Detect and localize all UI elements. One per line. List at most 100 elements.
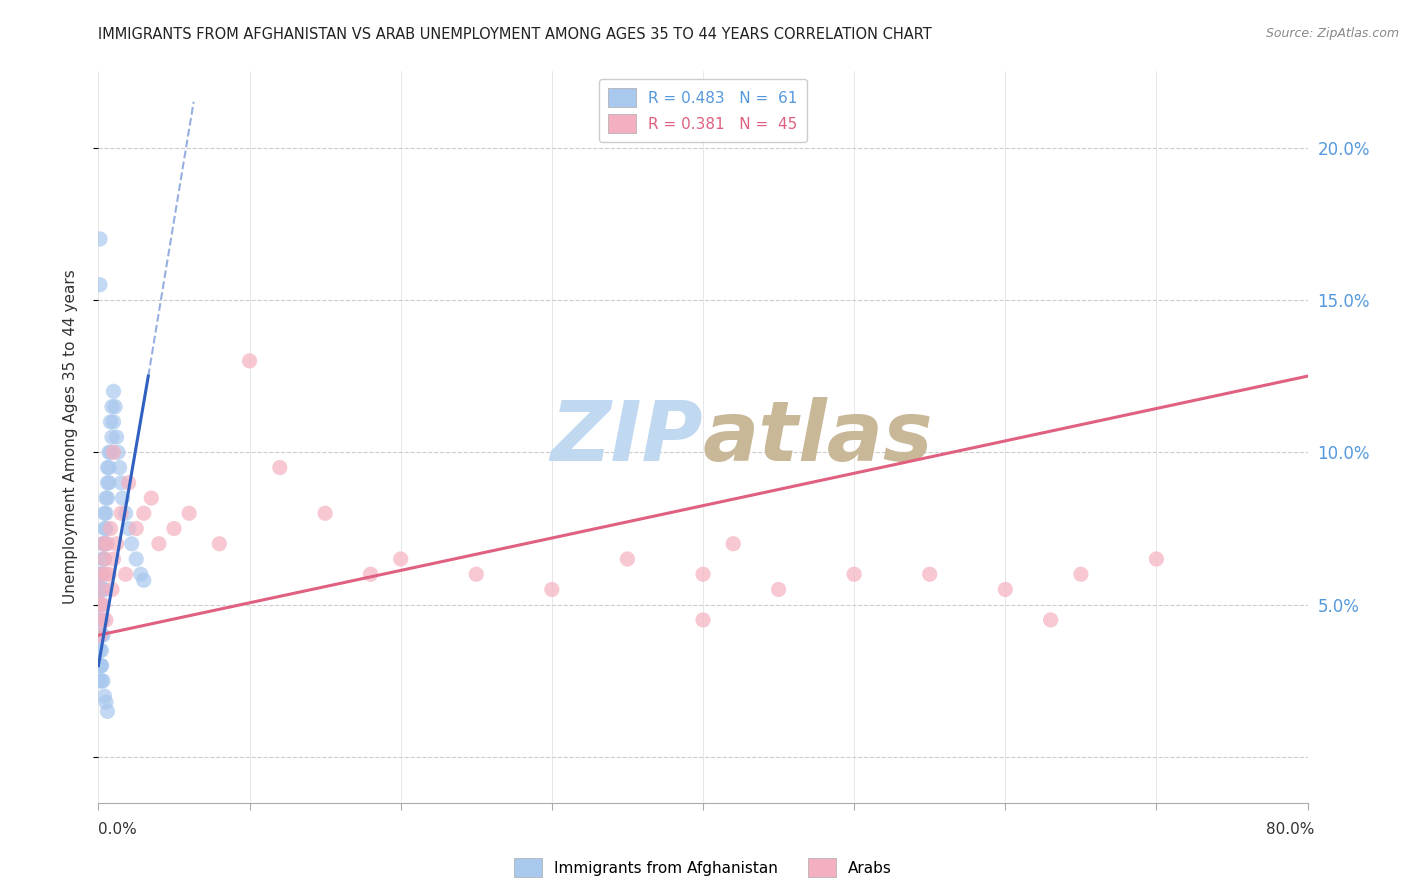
Point [91,552,114,566]
Point [179,506,201,520]
Point [1144,552,1167,566]
Point [90,582,112,597]
Point [98,567,121,582]
Point [1070,567,1092,582]
Y-axis label: Unemployment Among Ages 35 to 44 years: Unemployment Among Ages 35 to 44 years [63,269,77,605]
Point [96,491,118,505]
Point [93,552,115,566]
Point [125,552,148,566]
Point [114,506,136,520]
Legend: Immigrants from Afghanistan, Arabs: Immigrants from Afghanistan, Arabs [508,852,898,883]
Point [239,354,262,368]
Point [96,705,118,719]
Point [768,582,790,597]
Point [96,475,118,490]
Point [94,695,117,709]
Point [1039,613,1062,627]
Point [100,415,122,429]
Point [121,537,143,551]
Point [101,400,124,414]
Text: IMMIGRANTS FROM AFGHANISTAN VS ARAB UNEMPLOYMENT AMONG AGES 35 TO 44 YEARS CORRE: IMMIGRANTS FROM AFGHANISTAN VS ARAB UNEM… [98,27,932,42]
Point [101,582,124,597]
Point [96,460,118,475]
Point [89,567,111,582]
Point [94,537,117,551]
Point [994,582,1017,597]
Point [100,445,122,459]
Point [918,567,941,582]
Point [132,574,155,588]
Point [90,613,112,627]
Point [90,658,112,673]
Point [89,658,111,673]
Point [94,567,117,582]
Point [90,582,112,597]
Point [110,475,132,490]
Point [98,460,121,475]
Point [91,628,114,642]
Point [90,628,112,642]
Point [107,445,129,459]
Point [89,613,111,627]
Point [125,521,148,535]
Point [94,491,117,505]
Point [94,506,117,520]
Point [616,552,638,566]
Point [93,582,115,597]
Point [103,552,125,566]
Point [89,643,111,657]
Point [129,567,152,582]
Point [93,521,115,535]
Point [89,628,111,642]
Point [103,445,125,459]
Text: atlas: atlas [703,397,934,477]
Point [723,537,745,551]
Point [93,537,115,551]
Point [89,673,111,688]
Point [91,537,114,551]
Point [98,475,121,490]
Point [96,537,118,551]
Point [540,582,562,597]
Point [91,598,114,612]
Point [103,384,125,399]
Point [208,537,231,551]
Point [692,567,714,582]
Point [105,537,128,551]
Point [89,232,111,246]
Point [91,582,114,597]
Point [89,598,111,612]
Point [93,689,115,703]
Point [100,521,122,535]
Point [90,673,112,688]
Point [465,567,488,582]
Point [103,415,125,429]
Point [114,567,136,582]
Point [844,567,866,582]
Point [91,673,114,688]
Point [98,445,121,459]
Text: 80.0%: 80.0% [1267,822,1315,837]
Point [108,460,131,475]
Point [89,277,111,292]
Point [118,521,141,535]
Point [148,537,170,551]
Point [91,567,114,582]
Point [111,491,134,505]
Point [90,567,112,582]
Point [269,460,291,475]
Point [89,567,111,582]
Point [101,430,124,444]
Point [89,598,111,612]
Point [91,613,114,627]
Point [132,506,155,520]
Point [89,628,111,642]
Point [314,506,336,520]
Point [94,521,117,535]
Point [90,643,112,657]
Point [89,582,111,597]
Point [93,506,115,520]
Point [110,506,132,520]
Point [94,613,117,627]
Point [692,613,714,627]
